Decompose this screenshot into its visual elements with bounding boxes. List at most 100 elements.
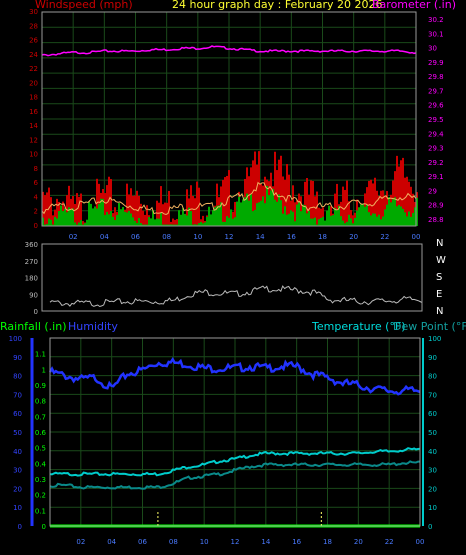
wind-x-tick-label: 14 — [256, 233, 265, 241]
wind-avg-bar — [302, 204, 304, 226]
wind-gust-bar — [74, 203, 76, 226]
wind-avg-bar — [250, 194, 252, 226]
humidity-axis-title: Humidity — [68, 320, 118, 333]
barometer-y-tick-label: 29.8 — [428, 73, 444, 81]
wind-gust-bar — [160, 186, 162, 226]
windspeed-axis-title: Windspeed (mph) — [35, 0, 133, 11]
wind-avg-bar — [266, 185, 268, 226]
wind-avg-bar — [360, 204, 362, 226]
wind-avg-bar — [308, 210, 310, 226]
wind-avg-bar — [350, 218, 352, 226]
wind-avg-bar — [288, 213, 290, 226]
wind-gust-bar — [412, 193, 414, 226]
wind-gust-bar — [294, 202, 296, 226]
wind-avg-bar — [220, 202, 222, 226]
temperature-y-tick-label: 100 — [428, 335, 441, 343]
wind-gust-bar — [202, 215, 204, 226]
wind-avg-bar — [262, 196, 264, 226]
wind-avg-bar — [90, 203, 92, 226]
wind-avg-bar — [376, 216, 378, 226]
frame-layer — [30, 11, 424, 527]
wind-avg-bar — [114, 220, 116, 226]
wind-avg-bar — [104, 215, 106, 226]
wind-y-tick-label: 4 — [34, 193, 39, 201]
rainfall-axis-title: Rainfall (.in) — [0, 320, 67, 333]
humidity-y-tick-label: 80 — [13, 373, 22, 381]
data-layer — [41, 45, 423, 528]
wind-gust-bar — [374, 177, 376, 226]
wind-avg-bar — [372, 213, 374, 226]
wind-gust-bar — [342, 186, 344, 226]
wind-gust-bar — [82, 220, 84, 226]
temperature-y-tick-label: 40 — [428, 448, 437, 456]
wind-avg-bar — [408, 211, 410, 226]
wind-avg-bar — [182, 208, 184, 226]
barometer-y-tick-label: 28.8 — [428, 216, 444, 224]
rainfall-y-tick-label: 0.3 — [35, 476, 46, 484]
wind-avg-bar — [176, 224, 178, 226]
wind-gust-bar — [256, 164, 258, 226]
barometer-y-tick-label: 29.4 — [428, 130, 444, 138]
barometer-y-tick-label: 29.6 — [428, 102, 444, 110]
rainfall-y-tick-label: 0.6 — [35, 429, 47, 437]
barometer-y-tick-label: 29.3 — [428, 145, 444, 153]
wind-avg-bar — [128, 210, 130, 226]
wind-x-tick-label: 22 — [380, 233, 389, 241]
humidity-y-tick-label: 70 — [13, 391, 22, 399]
rain-x-tick-label: 18 — [323, 538, 332, 546]
barometer-y-tick-label: 29.2 — [428, 159, 444, 167]
wind-gust-bar — [352, 215, 354, 226]
wind-gust-bar — [174, 219, 176, 226]
rain-x-tick-label: 22 — [385, 538, 394, 546]
wind-avg-bar — [148, 216, 150, 226]
wind-avg-bar — [412, 212, 414, 226]
humidity-y-tick-label: 20 — [13, 485, 22, 493]
wind-avg-bar — [218, 205, 220, 226]
wind-avg-bar — [292, 211, 294, 226]
wind-gust-bar — [400, 160, 402, 226]
wind-avg-bar — [222, 221, 224, 226]
wind-avg-bar — [118, 202, 120, 226]
rainfall-y-tick-label: 1 — [42, 366, 46, 374]
wind-gust-bar — [228, 170, 230, 226]
wind-avg-bar — [194, 224, 196, 226]
wind-gust-bar — [196, 181, 198, 226]
wind-avg-bar — [202, 223, 204, 226]
wind-avg-bar — [316, 224, 318, 226]
wind-gust-bar — [48, 187, 50, 226]
barometer-y-tick-label: 30.1 — [428, 30, 444, 38]
wind-panel-frame — [41, 11, 417, 227]
wind-avg-bar — [58, 210, 60, 226]
wind-avg-bar — [204, 222, 206, 226]
wind-avg-bar — [214, 207, 216, 226]
wind-avg-bar — [208, 206, 210, 226]
rainfall-y-tick-label: 0 — [42, 523, 46, 531]
wind-gust-bar — [322, 207, 324, 226]
wind-avg-bar — [260, 200, 262, 226]
wind-avg-bar — [144, 224, 146, 226]
wind-avg-bar — [116, 215, 118, 226]
wind-avg-bar — [370, 215, 372, 226]
wind-avg-bar — [184, 213, 186, 226]
wind-avg-bar — [294, 221, 296, 226]
barometer-y-tick-label: 29.7 — [428, 87, 444, 95]
wind-gust-bar — [282, 176, 284, 226]
wind-gust-bar — [106, 185, 108, 226]
wind-avg-bar — [280, 200, 282, 226]
wind-gust-bar — [404, 177, 406, 226]
wind-gust-bar — [142, 210, 144, 226]
wind-y-tick-label: 14 — [29, 122, 38, 130]
humidity-y-tick-label: 90 — [13, 354, 22, 362]
wind-avg-bar — [66, 212, 68, 226]
wind-avg-bar — [198, 223, 200, 226]
wind-gust-bar — [382, 190, 384, 226]
wind-avg-bar — [358, 207, 360, 226]
wind-avg-bar — [126, 212, 128, 226]
wind-avg-bar — [168, 224, 170, 226]
wind-gust-bar — [186, 189, 188, 226]
wind-avg-bar — [384, 209, 386, 226]
wind-avg-bar — [390, 202, 392, 226]
wind-avg-bar — [226, 216, 228, 226]
wind-avg-bar — [366, 204, 368, 226]
